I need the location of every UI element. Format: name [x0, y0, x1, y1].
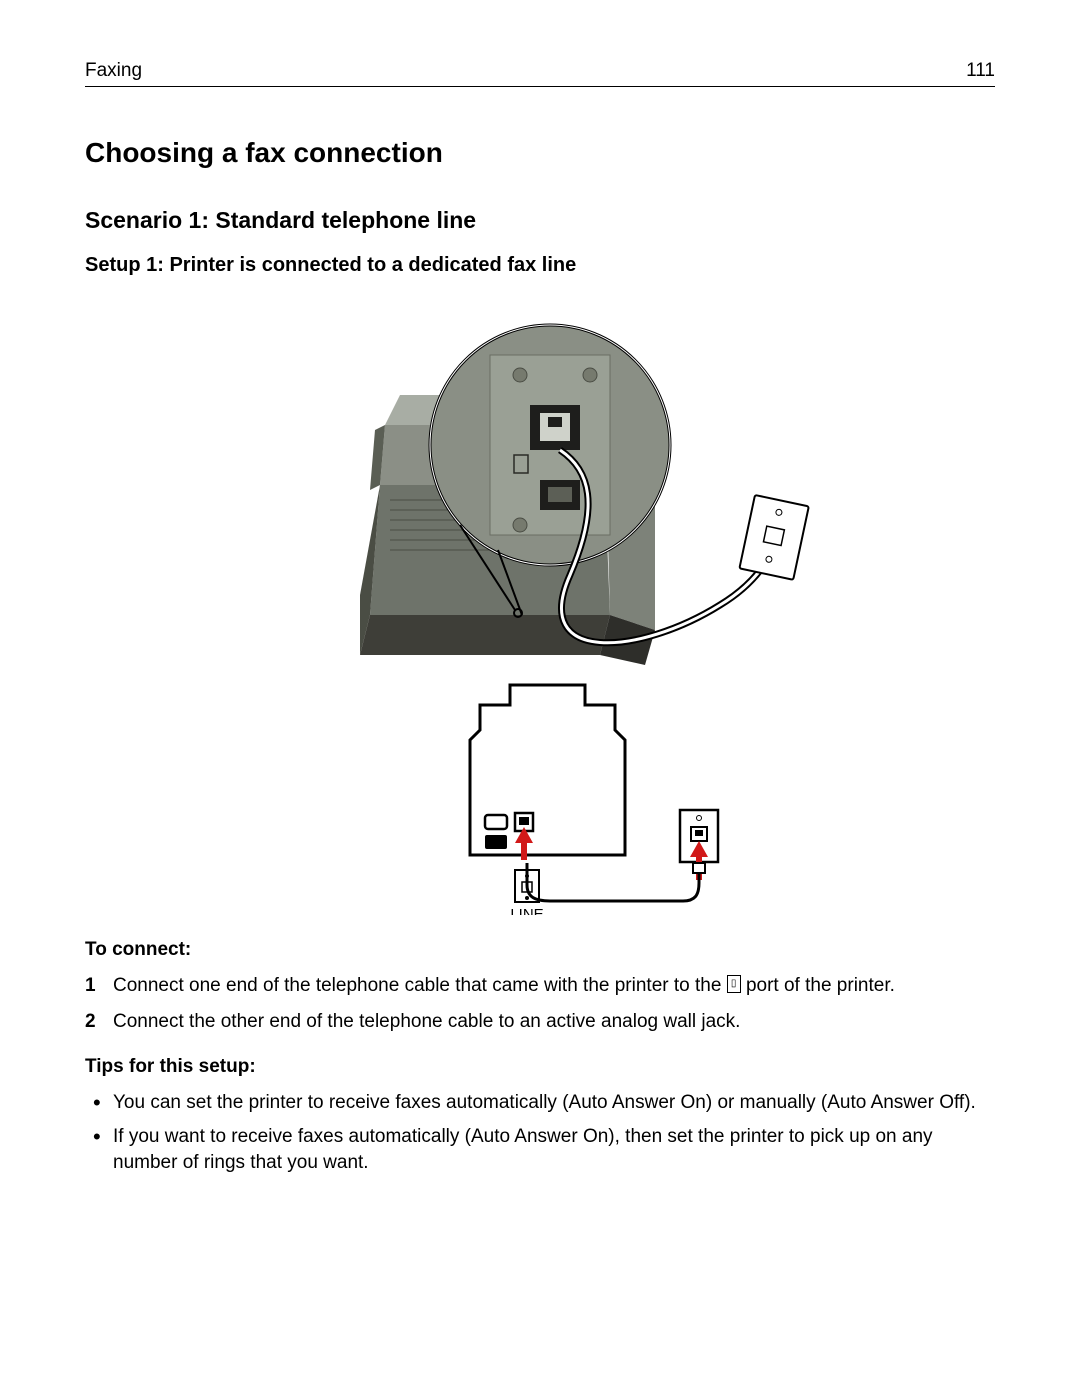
step-2: 2 Connect the other end of the telephone…	[85, 1009, 995, 1035]
tip-2: If you want to receive faxes automatical…	[85, 1124, 995, 1175]
step-2-text: Connect the other end of the telephone c…	[113, 1011, 740, 1032]
header-section: Faxing	[85, 60, 142, 82]
step-1-before: Connect one end of the telephone cable t…	[113, 975, 727, 996]
scenario-title: Scenario 1: Standard telephone line	[85, 207, 995, 234]
tips-label: Tips for this setup:	[85, 1056, 995, 1078]
to-connect-label: To connect:	[85, 939, 995, 961]
step-1: 1 Connect one end of the telephone cable…	[85, 973, 995, 999]
steps-list: 1 Connect one end of the telephone cable…	[85, 973, 995, 1034]
step-2-num: 2	[85, 1009, 96, 1035]
setup-title: Setup 1: Printer is connected to a dedic…	[85, 254, 995, 277]
connection-diagram: LINE	[260, 295, 820, 915]
tips-list: You can set the printer to receive faxes…	[85, 1090, 995, 1175]
header-page: 111	[966, 60, 995, 82]
line-label: LINE	[510, 906, 543, 915]
tip-1: You can set the printer to receive faxes…	[85, 1090, 995, 1116]
page-title: Choosing a fax connection	[85, 137, 995, 169]
line-port-icon: ▯	[727, 975, 741, 993]
step-1-num: 1	[85, 973, 96, 999]
step-1-after: port of the printer.	[741, 975, 895, 996]
figure-area: LINE	[85, 295, 995, 915]
